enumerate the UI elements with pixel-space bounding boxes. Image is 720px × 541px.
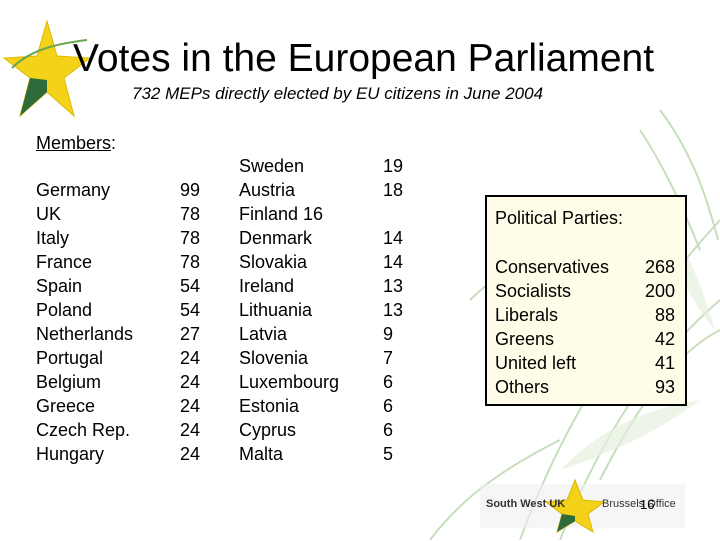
member-country: Slovakia xyxy=(239,252,308,272)
member-country: Denmark xyxy=(239,228,313,248)
member-country: Czech Rep. xyxy=(36,420,131,440)
member-country: Germany xyxy=(36,180,111,200)
member-seats: 6 xyxy=(383,372,394,392)
party-name: Liberals xyxy=(495,305,559,325)
member-seats xyxy=(383,202,403,226)
member-country: Luxembourg xyxy=(239,372,340,392)
members-right-countries: Sweden Austria Finland 16 Denmark Slovakia Ir… xyxy=(239,154,339,466)
member-country: Slovenia xyxy=(239,348,309,368)
party-row: United left 41 xyxy=(495,351,675,375)
party-name: Conservatives xyxy=(495,257,610,277)
member-country: Finland 16 xyxy=(239,204,324,224)
page-number: 16 xyxy=(640,497,655,512)
member-country: Greece xyxy=(36,396,96,416)
page-subtitle: 732 MEPs directly elected by EU citizens… xyxy=(132,84,544,103)
party-name: Socialists xyxy=(495,281,572,301)
member-seats: 24 xyxy=(180,372,201,392)
member-country: France xyxy=(36,252,93,272)
party-row: Others 93 xyxy=(495,375,675,399)
party-seats: 93 xyxy=(654,377,675,397)
member-seats: 78 xyxy=(180,252,201,272)
member-seats: 13 xyxy=(383,300,404,320)
member-seats: 24 xyxy=(180,396,201,416)
political-parties-title: Political Parties: xyxy=(495,208,624,228)
members-heading-colon: : xyxy=(111,133,117,153)
party-row: Socialists 200 xyxy=(495,279,675,303)
member-country: Estonia xyxy=(239,396,300,416)
member-country: Ireland xyxy=(239,276,295,296)
members-left-seats: 99 78 78 78 54 54 27 24 24 24 24 24 xyxy=(180,178,200,466)
logo-graphic-icon xyxy=(480,478,685,534)
party-seats: 42 xyxy=(654,329,675,349)
member-seats: 9 xyxy=(383,324,394,344)
member-seats: 14 xyxy=(383,228,404,248)
member-seats: 7 xyxy=(383,348,394,368)
member-country: Netherlands xyxy=(36,324,134,344)
member-country: UK xyxy=(36,204,62,224)
member-seats: 24 xyxy=(180,420,201,440)
logo-right-text: Brussels Office xyxy=(602,498,676,510)
member-seats: 6 xyxy=(383,396,394,416)
member-country: Poland xyxy=(36,300,93,320)
political-parties-list: Conservatives 268 Socialists 200 Liberals 88 G… xyxy=(495,255,675,399)
party-seats: 268 xyxy=(644,257,675,277)
member-seats: 6 xyxy=(383,420,394,440)
party-row: Greens 42 xyxy=(495,327,675,351)
party-name: United left xyxy=(495,353,577,373)
party-seats: 88 xyxy=(654,305,675,325)
members-left-countries: Germany UK Italy France Spain Poland Netherlan… xyxy=(36,178,133,466)
member-country: Spain xyxy=(36,276,83,296)
member-country: Italy xyxy=(36,228,70,248)
political-parties-box: Political Parties: Conservatives 268 Socia… xyxy=(485,195,687,406)
party-seats: 41 xyxy=(654,353,675,373)
member-seats: 78 xyxy=(180,204,201,224)
member-country: Austria xyxy=(239,180,296,200)
page-title-text: Votes in the European Parliament xyxy=(73,37,655,80)
party-seats: 200 xyxy=(644,281,675,301)
member-country: Latvia xyxy=(239,324,288,344)
member-seats: 54 xyxy=(180,276,201,296)
member-seats: 99 xyxy=(180,180,201,200)
logo-left-text: South West UK xyxy=(486,498,566,510)
member-seats: 54 xyxy=(180,300,201,320)
member-seats: 27 xyxy=(180,324,201,344)
party-row: Liberals 88 xyxy=(495,303,675,327)
party-row: Conservatives 268 xyxy=(495,255,675,279)
member-seats: 24 xyxy=(180,348,201,368)
member-seats: 78 xyxy=(180,228,201,248)
members-heading-text: Members xyxy=(36,133,112,153)
member-seats: 13 xyxy=(383,276,404,296)
member-country: Belgium xyxy=(36,372,102,392)
member-seats: 24 xyxy=(180,444,201,464)
star-logo-icon xyxy=(2,19,92,118)
member-country: Portugal xyxy=(36,348,104,368)
party-name: Others xyxy=(495,377,550,397)
members-heading: Members: xyxy=(36,132,116,154)
member-seats: 18 xyxy=(383,180,404,200)
member-country: Malta xyxy=(239,444,284,464)
member-country: Cyprus xyxy=(239,420,297,440)
member-seats: 14 xyxy=(383,252,404,272)
south-west-uk-logo: South West UK Brussels Office xyxy=(480,476,685,536)
member-country: Sweden xyxy=(239,156,305,176)
members-right-seats: 19 18 14 14 13 13 9 7 6 6 6 5 xyxy=(383,154,403,466)
party-name: Greens xyxy=(495,329,555,349)
member-country: Hungary xyxy=(36,444,105,464)
member-seats: 19 xyxy=(383,156,404,176)
member-country: Lithuania xyxy=(239,300,313,320)
member-seats: 5 xyxy=(383,444,394,464)
